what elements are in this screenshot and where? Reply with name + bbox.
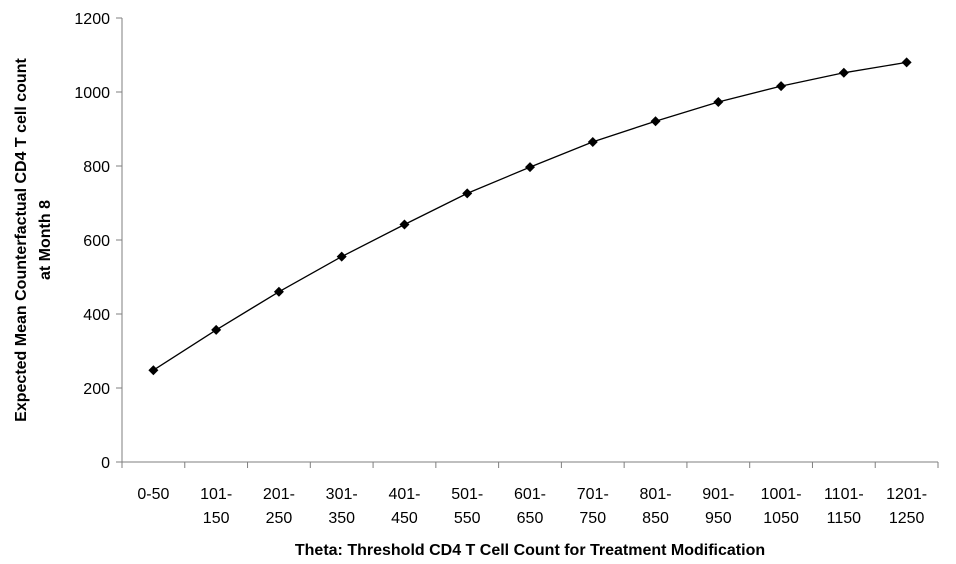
data-point — [211, 324, 222, 335]
y-tick-label: 400 — [83, 307, 110, 324]
y-tick-label: 0 — [101, 455, 110, 472]
data-point — [336, 251, 347, 262]
data-point — [838, 67, 849, 78]
data-point — [713, 96, 724, 107]
y-axis-ticks: 0 200 400 600 800 1000 1200 — [74, 11, 122, 472]
x-tick-label: 701-750 — [577, 486, 609, 527]
data-point — [462, 188, 473, 199]
data-markers — [148, 57, 912, 376]
data-point — [148, 365, 159, 376]
x-tick-label: 401-450 — [388, 486, 420, 527]
data-point — [399, 219, 410, 230]
x-tick-label: 901-950 — [702, 486, 734, 527]
x-tick-label: 201-250 — [263, 486, 295, 527]
y-tick-label: 1200 — [74, 11, 110, 28]
x-tick-label: 1201-1250 — [886, 486, 927, 527]
data-point — [273, 286, 284, 297]
x-tick-label: 301-350 — [326, 486, 358, 527]
x-tick-label: 1001-1050 — [761, 486, 802, 527]
y-tick-label: 600 — [83, 233, 110, 250]
data-point — [587, 136, 598, 147]
y-tick-label: 200 — [83, 381, 110, 398]
data-point — [525, 162, 535, 173]
x-axis-ticks: 0-50 101-150 201-250 301-350 401-450 501-550 6… — [121, 462, 939, 527]
x-tick-label: 501-550 — [451, 486, 483, 527]
x-tick-label: 1101-1150 — [824, 486, 864, 527]
series-line — [153, 61, 907, 371]
data-point — [650, 116, 661, 127]
x-tick-label: 0-50 — [137, 486, 169, 503]
y-axis-title: Expected Mean Counterfactual CD4 T cell … — [13, 58, 54, 422]
x-tick-label: 101-150 — [200, 486, 232, 527]
y-tick-label: 800 — [83, 159, 110, 176]
x-tick-label: 801-850 — [640, 486, 672, 527]
data-point — [901, 57, 912, 68]
x-axis-title: Theta: Threshold CD4 T Cell Count for Tr… — [295, 542, 765, 559]
data-point — [776, 81, 787, 92]
x-tick-label: 601-650 — [514, 486, 546, 527]
y-tick-label: 1000 — [74, 85, 110, 102]
